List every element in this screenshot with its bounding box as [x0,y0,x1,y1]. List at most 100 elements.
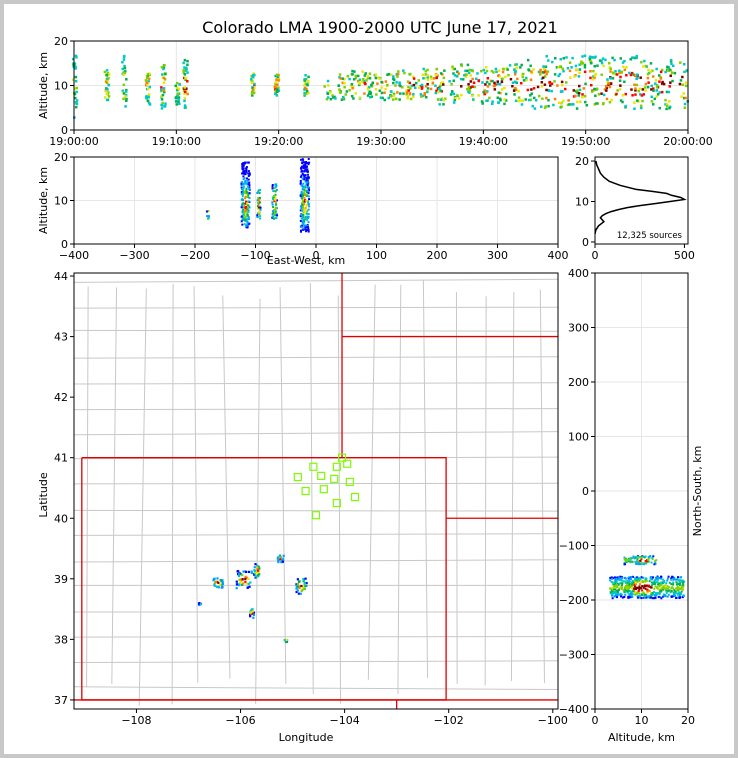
ew-source-mark [302,193,305,196]
time-height-source-mark [513,80,517,84]
time-height-source-mark [593,56,597,59]
time-height-source-mark [530,70,533,73]
ns-source-mark [660,583,663,586]
ns-source-mark [632,583,635,586]
time-height-source-mark [646,72,650,76]
time-height-source-mark [670,62,673,66]
ew-source-mark [307,195,310,198]
ew-source-mark [248,222,251,225]
ew-source-mark [300,192,303,195]
time-height-source-mark [277,79,280,82]
time-height-source-mark [482,68,486,72]
time-height-source-mark [557,101,561,105]
ns-source-mark [669,591,672,594]
time-height-source-mark [183,104,187,107]
ns-source-mark [646,590,649,593]
time-height-source-mark [471,98,475,101]
time-height-source-mark [251,94,254,97]
time-height-source-mark [529,98,532,102]
ns-source-mark [623,558,626,561]
time-height-source-mark [121,67,125,71]
ew-x-tick-label: −100 [240,249,270,262]
ew-source-mark [244,173,247,176]
ew-source-mark [272,190,275,193]
ns-source-mark [629,557,632,560]
time-height-source-mark [162,81,166,84]
ew-source-mark [242,170,245,173]
ew-source-mark [275,213,278,216]
time-height-source-mark [635,54,639,58]
time-height-source-mark [554,56,557,60]
ew-source-mark [247,161,250,164]
map-source-mark [253,566,256,569]
ew-source-mark [271,184,274,187]
ew-source-mark [302,176,305,179]
ns-source-mark [653,563,656,566]
lma-station-marker [319,485,328,494]
ns-source-mark [642,591,645,594]
time-height-source-mark [374,76,378,80]
ns-source-mark [640,576,643,579]
time-height-source-mark [619,75,622,79]
time-height-source-mark [490,69,494,73]
ew-source-mark [301,172,304,175]
ns-source-mark [629,596,632,599]
ew-source-mark [244,195,247,198]
ns-source-mark [609,592,612,595]
map-source-mark [251,610,254,613]
time-height-source-mark [517,96,521,99]
county-boundary [539,289,545,684]
ns-source-mark [665,591,668,594]
time-height-source-mark [559,57,563,61]
time-height-source-mark [542,67,546,71]
time-height-source-mark [107,77,110,80]
time-height-source-mark [529,64,532,68]
time-height-source-mark [511,81,515,85]
ns-source-mark [611,577,614,580]
time-height-source-mark [144,79,148,82]
time-height-source-mark [121,89,125,93]
ns-source-mark [650,594,653,597]
time-height-source-mark [452,101,456,104]
time-height-source-mark [276,88,279,91]
time-height-source-mark [583,54,587,58]
time-height-source-mark [621,100,624,104]
ew-source-mark [299,230,302,233]
ns-source-mark [637,576,640,579]
ew-source-mark [303,200,306,203]
ew-source-mark [305,228,308,231]
ew-source-mark [305,194,308,197]
ns-source-mark [654,576,657,579]
ns-source-mark [655,593,658,596]
ew-source-mark [304,207,307,210]
time-height-source-mark [161,101,164,105]
time-height-source-mark [507,73,510,77]
time-height-source-mark [435,76,438,80]
ns-source-mark [637,556,640,559]
ew-source-mark [240,220,243,223]
county-boundary [86,286,89,688]
map-source-mark [197,602,201,606]
ew-source-mark [242,219,245,222]
time-height-source-mark [635,73,639,76]
ns-source-mark [624,586,627,589]
time-height-source-mark [568,69,572,73]
time-height-source-mark [381,96,384,100]
time-height-source-mark [467,71,471,75]
hist-x-tick-label: 500 [674,249,695,262]
map-source-mark [240,583,244,586]
time-height-source-mark [422,67,425,71]
ew-source-mark [258,213,261,216]
ew-source-mark [256,215,259,218]
time-height-source-mark [513,93,516,96]
ns-source-mark [637,578,640,581]
ns-source-mark [668,586,671,589]
time-height-source-mark [540,85,544,88]
time-height-source-mark [517,99,521,103]
time-height-source-mark [682,92,686,95]
time-height-source-mark [575,107,579,110]
ew-source-mark [306,200,309,203]
time-height-source-mark [406,95,410,98]
ns-source-mark [615,589,618,592]
ew-source-mark [303,193,306,196]
